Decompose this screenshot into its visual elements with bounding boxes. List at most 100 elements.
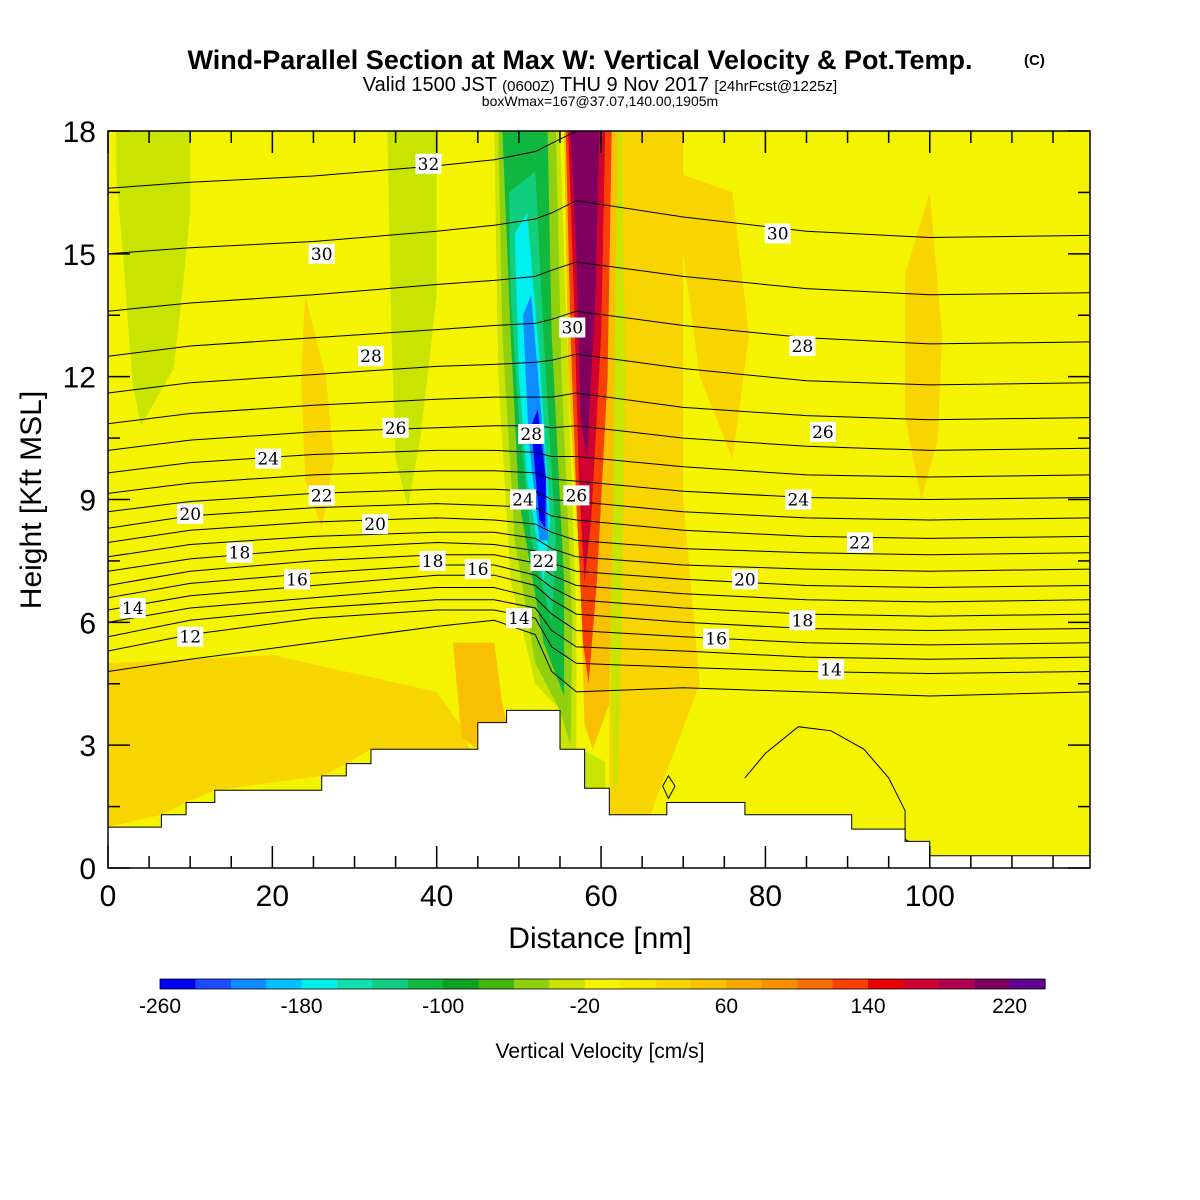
y-axis-label: Height [Kft MSL] — [15, 391, 48, 609]
isentrope-label-text: 14 — [820, 660, 842, 680]
isentrope-label-bg — [505, 608, 532, 629]
colorbar-tick-label: 140 — [850, 995, 885, 1018]
velocity-region-1 — [387, 131, 437, 508]
isentrope-line-9 — [108, 517, 1090, 556]
isentrope-label-text: 22 — [533, 552, 555, 572]
isentrope-label-22: 18 — [789, 610, 816, 631]
isentrope-label-text: 20 — [734, 570, 756, 590]
isentrope-label-25: 24 — [785, 489, 812, 511]
isentrope-label-2: 16 — [284, 569, 310, 590]
isentrope-label-20: 16 — [703, 628, 730, 650]
chart-title: Wind-Parallel Section at Max W: Vertical… — [188, 45, 973, 75]
subtitle-date: THU 9 Nov 2017 — [555, 74, 715, 96]
isentrope-label-text: 14 — [508, 609, 530, 629]
isentrope-label-group: 12 14 16 18 20 22 24 26 28 30 32 20 18 16 14 22 24 28 26 30… — [119, 153, 873, 680]
isentrope-line-16 — [108, 353, 1090, 394]
isentrope-label-bg — [308, 243, 335, 264]
isentrope-label-18: 26 — [563, 485, 590, 506]
isentrope-line-8 — [108, 531, 1090, 572]
isentrope-label-27: 28 — [789, 336, 816, 357]
isentrope-label-text: 30 — [561, 319, 583, 339]
y-tick-label: 3 — [79, 730, 96, 763]
isentrope-label-bg — [703, 628, 730, 649]
x-tick-label: 40 — [420, 880, 453, 913]
colorbar-swatch — [655, 979, 692, 989]
x-axis: 0 20 40 60 80 100 — [100, 131, 1054, 913]
isentrope-label-text: 26 — [385, 419, 407, 439]
colorbar-frame — [159, 978, 1046, 990]
colorbar-swatch — [726, 979, 763, 989]
isentrope-label-14: 14 — [505, 608, 532, 629]
isentrope-label-text: 12 — [179, 628, 201, 648]
isentrope-label-bg — [789, 610, 816, 631]
isentrope-label-text: 22 — [849, 534, 871, 554]
colorbar-swatch — [160, 979, 196, 989]
x-tick-label: 0 — [100, 880, 117, 913]
isentrope-label-text: 20 — [364, 515, 386, 535]
colorbar-swatch — [478, 979, 515, 989]
isentrope-line-10 — [108, 503, 1090, 539]
velocity-region-6 — [453, 642, 507, 750]
isentrope-label-text: 28 — [792, 337, 814, 357]
isentrope-label-text: 16 — [705, 630, 727, 650]
colorbar-swatch — [868, 979, 904, 989]
colorbar-tick-label: -100 — [422, 995, 464, 1018]
x-tick-label: 20 — [256, 880, 289, 913]
isentrope-line-17 — [108, 310, 1090, 357]
velocity-region-3 — [905, 192, 943, 500]
isentrope-label-24: 22 — [846, 532, 873, 554]
colorbar-tick-label: -260 — [139, 995, 181, 1018]
isentrope-label-3: 18 — [226, 542, 253, 564]
isentrope-label-8: 28 — [358, 346, 384, 367]
colorbar-swatch — [797, 979, 834, 989]
isentrope-label-text: 14 — [122, 599, 144, 619]
isentrope-label-5: 22 — [308, 485, 335, 506]
isentrope-label-text: 26 — [566, 486, 588, 506]
isentrope-label-1: 14 — [119, 598, 146, 619]
isentrope-label-text: 18 — [422, 552, 444, 572]
isentrope-label-28: 30 — [764, 223, 791, 244]
colorbar-swatch — [832, 979, 869, 989]
isentrope-label-bg — [789, 336, 816, 356]
colorbar-swatch — [514, 979, 550, 989]
isentrope-label-bg — [382, 417, 409, 438]
isentrope-line-0 — [108, 619, 1090, 697]
colorbar-tick-label: -20 — [570, 995, 600, 1018]
isentrope-label-bg — [510, 489, 536, 510]
isentrope-label-15: 22 — [530, 550, 557, 572]
isentrope-label-text: 20 — [179, 505, 201, 525]
chart-title-mark: (C) — [1024, 52, 1045, 69]
isentrope-label-bg — [518, 424, 545, 444]
isentrope-label-text: 32 — [418, 155, 440, 175]
y-tick-label: 0 — [79, 853, 96, 886]
colorbar-tick-label: -180 — [281, 995, 323, 1018]
isentrope-label-9: 30 — [308, 243, 335, 265]
colorbar-swatch — [620, 979, 657, 989]
isentrope-label-bg — [809, 421, 836, 442]
isentrope-label-bg — [358, 346, 384, 367]
isentrope-label-26: 26 — [809, 421, 836, 443]
isentrope-label-19: 30 — [559, 317, 586, 339]
y-axis: 0 3 6 9 12 15 18 — [63, 116, 1090, 886]
isentrope-label-23: 20 — [731, 569, 758, 590]
subtitle-forecast: [24hrFcst@1225z] — [714, 78, 837, 95]
isentrope-label-bg — [530, 550, 557, 571]
colorbar-swatch — [195, 979, 232, 989]
isentrope-line-18 — [108, 261, 1090, 312]
colorbar-swatch — [691, 979, 727, 989]
isentrope-label-6: 24 — [255, 448, 282, 470]
colorbar-swatch — [407, 979, 444, 989]
isentrope-label-bg — [731, 569, 758, 590]
x-tick-label: 60 — [584, 880, 617, 913]
isentrope-label-text: 22 — [311, 486, 333, 506]
isentrope-label-bg — [846, 532, 873, 553]
isentrope-label-bg — [177, 503, 204, 524]
colorbar-swatch — [938, 979, 975, 989]
isentrope-label-21: 14 — [818, 659, 845, 680]
x-tick-label: 80 — [749, 880, 782, 913]
x-tick-label: 100 — [905, 880, 955, 913]
chart-subtitle: Valid 1500 JST (0600Z) THU 9 Nov 2017 [2… — [363, 74, 837, 96]
isentrope-line-11 — [108, 488, 1090, 521]
isentrope-label-bg — [563, 485, 590, 506]
velocity-region-2 — [301, 294, 334, 529]
